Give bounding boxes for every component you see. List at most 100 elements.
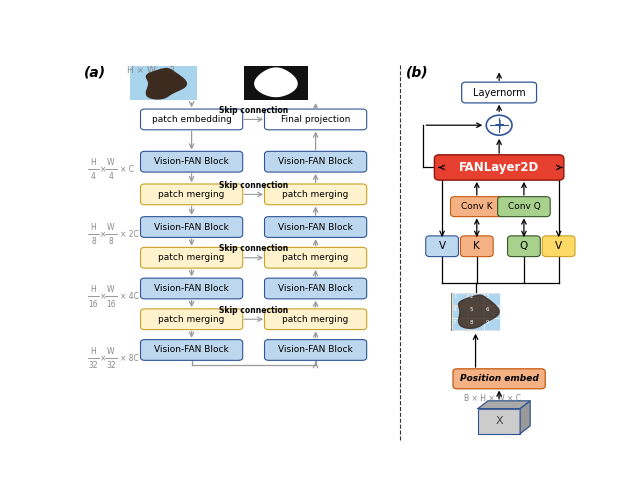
Text: patch embedding: patch embedding [152,115,232,124]
Text: B × H × W × C: B × H × W × C [465,394,522,403]
FancyBboxPatch shape [461,82,536,103]
FancyBboxPatch shape [426,236,458,256]
Text: 32: 32 [88,361,98,370]
Text: patch merging: patch merging [159,190,225,199]
Text: Skip connection: Skip connection [219,181,288,190]
Text: Conv K: Conv K [461,202,493,211]
Text: patch merging: patch merging [282,190,349,199]
Polygon shape [255,68,297,96]
Text: 7: 7 [453,319,456,325]
Text: Vision-FAN Block: Vision-FAN Block [278,345,353,354]
FancyBboxPatch shape [451,293,467,305]
FancyBboxPatch shape [451,293,500,331]
FancyBboxPatch shape [498,197,550,217]
FancyBboxPatch shape [478,409,520,434]
Text: × 4C: × 4C [120,292,138,301]
FancyBboxPatch shape [141,278,243,299]
Text: ×: × [100,165,106,174]
FancyBboxPatch shape [468,318,484,330]
Text: W: W [107,223,115,232]
Text: X: X [495,416,503,426]
Text: H: H [90,347,96,356]
Text: 16: 16 [88,299,98,309]
FancyBboxPatch shape [264,151,367,172]
Text: Vision-FAN Block: Vision-FAN Block [278,284,353,293]
Text: (a): (a) [84,66,106,80]
FancyBboxPatch shape [264,184,367,205]
Text: Position embed: Position embed [460,374,538,383]
Polygon shape [520,401,530,434]
Text: Skip connection: Skip connection [219,106,288,115]
FancyBboxPatch shape [468,305,484,318]
FancyBboxPatch shape [484,305,500,318]
FancyBboxPatch shape [435,155,564,180]
FancyBboxPatch shape [264,309,367,330]
Text: 16: 16 [106,299,116,309]
Text: 3: 3 [486,294,489,299]
Text: Layernorm: Layernorm [473,87,525,97]
FancyBboxPatch shape [542,236,575,256]
Text: W: W [107,158,115,167]
FancyBboxPatch shape [141,109,243,130]
Text: W: W [107,347,115,356]
Text: 8: 8 [91,238,96,247]
Text: 4: 4 [453,307,456,312]
Text: patch merging: patch merging [159,315,225,324]
FancyBboxPatch shape [468,293,484,305]
Text: 6: 6 [486,307,489,312]
FancyBboxPatch shape [264,340,367,360]
Text: 4: 4 [108,172,113,181]
Text: V: V [555,241,562,251]
FancyBboxPatch shape [451,197,503,217]
FancyBboxPatch shape [141,309,243,330]
FancyBboxPatch shape [244,66,308,100]
Text: × C: × C [120,165,134,174]
Text: Skip connection: Skip connection [219,305,288,315]
FancyBboxPatch shape [264,109,367,130]
Text: W: W [107,285,115,294]
Text: × 8C: × 8C [120,354,138,363]
FancyBboxPatch shape [484,318,500,330]
Text: H × W × 3: H × W × 3 [127,66,175,75]
Text: patch merging: patch merging [159,253,225,262]
FancyBboxPatch shape [451,305,467,318]
FancyBboxPatch shape [264,248,367,268]
FancyBboxPatch shape [264,278,367,299]
Text: patch merging: patch merging [282,315,349,324]
Text: H: H [90,223,96,232]
FancyBboxPatch shape [141,248,243,268]
Text: H: H [90,285,96,294]
Text: Vision-FAN Block: Vision-FAN Block [154,223,229,232]
Text: Vision-FAN Block: Vision-FAN Block [278,157,353,166]
FancyBboxPatch shape [141,217,243,238]
FancyBboxPatch shape [141,151,243,172]
FancyBboxPatch shape [508,236,540,256]
Text: Skip connection: Skip connection [219,244,288,253]
Text: K: K [474,241,480,251]
Text: ×: × [100,230,106,239]
Text: 8: 8 [469,319,473,325]
Polygon shape [458,295,499,328]
Text: patch merging: patch merging [282,253,349,262]
Text: Final projection: Final projection [281,115,350,124]
Circle shape [486,115,512,135]
FancyBboxPatch shape [264,217,367,238]
Text: 2: 2 [469,294,473,299]
FancyBboxPatch shape [453,369,545,389]
FancyBboxPatch shape [460,236,493,256]
Text: +: + [493,118,505,132]
Text: (b): (b) [406,66,429,80]
Text: Conv Q: Conv Q [508,202,540,211]
Text: Q: Q [520,241,528,251]
FancyBboxPatch shape [141,184,243,205]
Text: 8: 8 [108,238,113,247]
Text: Vision-FAN Block: Vision-FAN Block [154,345,229,354]
Polygon shape [478,401,530,409]
Text: Vision-FAN Block: Vision-FAN Block [278,223,353,232]
Text: 9: 9 [486,319,489,325]
Text: ×: × [100,292,106,301]
Text: FANLayer2D: FANLayer2D [459,161,540,174]
Text: 5: 5 [469,307,473,312]
Polygon shape [147,68,186,99]
FancyBboxPatch shape [484,293,500,305]
